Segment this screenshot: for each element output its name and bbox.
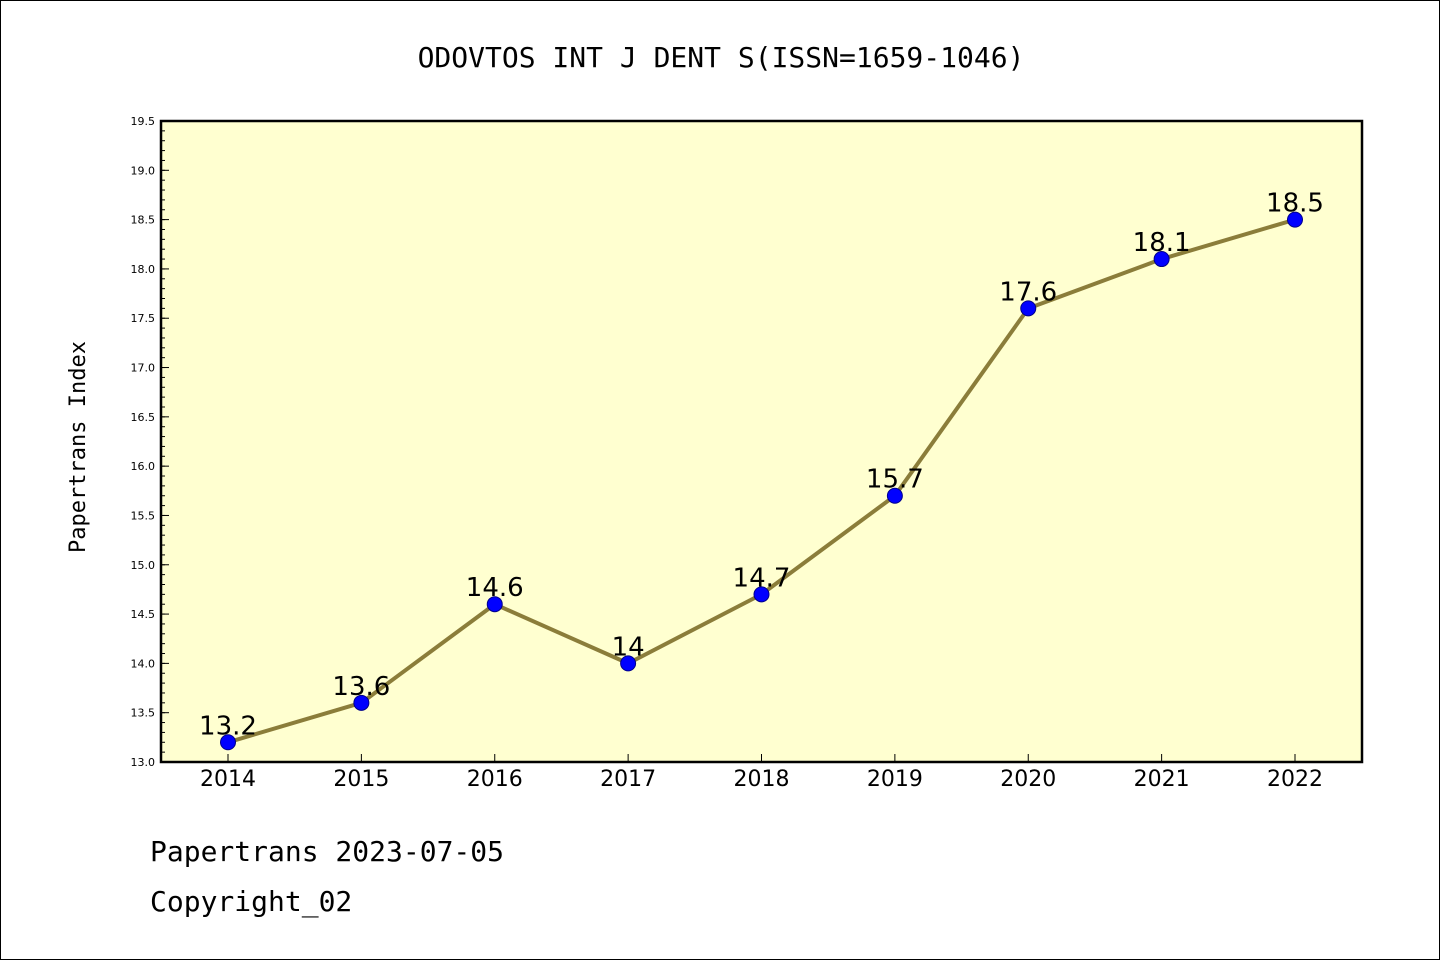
data-point xyxy=(1020,300,1037,317)
footer-copyright: Copyright_02 xyxy=(150,885,353,918)
data-point xyxy=(1287,211,1303,228)
y-tick-label: 19.0 xyxy=(131,164,156,177)
x-tick-label: 2016 xyxy=(467,767,523,792)
data-label: 15.7 xyxy=(866,465,924,495)
data-label: 14 xyxy=(612,632,645,662)
y-tick-label: 13.5 xyxy=(131,707,156,720)
data-label: 18.1 xyxy=(1133,228,1191,258)
x-tick-label: 2021 xyxy=(1134,767,1190,792)
y-tick-label: 15.5 xyxy=(131,509,156,522)
data-label: 13.2 xyxy=(199,711,257,741)
y-tick-label: 16.5 xyxy=(131,411,156,424)
y-tick-label: 16.0 xyxy=(131,460,156,473)
y-axis-label: Papertrans Index xyxy=(66,341,91,553)
y-tick-label: 18.5 xyxy=(131,214,156,227)
y-tick-label: 17.5 xyxy=(131,312,156,325)
data-point xyxy=(1153,251,1170,268)
y-tick-label: 13.0 xyxy=(131,756,156,769)
data-point xyxy=(353,694,370,711)
data-point xyxy=(620,655,637,672)
y-tick-label: 18.0 xyxy=(131,263,156,276)
x-tick-label: 2015 xyxy=(333,767,389,792)
data-label: 14.6 xyxy=(466,573,524,603)
data-label: 17.6 xyxy=(999,277,1057,307)
y-tick-label: 15.0 xyxy=(131,559,156,572)
y-tick-label: 14.5 xyxy=(131,608,156,621)
data-point xyxy=(886,487,903,504)
data-label: 13.6 xyxy=(332,672,390,702)
x-tick-label: 2022 xyxy=(1267,767,1323,792)
data-label: 18.5 xyxy=(1266,189,1324,219)
footer-date: Papertrans 2023-07-05 xyxy=(150,835,505,868)
chart-title: ODOVTOS INT J DENT S(ISSN=1659-1046) xyxy=(418,41,1025,74)
x-tick-label: 2020 xyxy=(1000,767,1056,792)
y-tick-label: 14.0 xyxy=(131,657,156,670)
x-tick-label: 2019 xyxy=(867,767,923,792)
y-tick-label: 19.5 xyxy=(131,115,156,128)
y-tick-label: 17.0 xyxy=(131,362,156,375)
x-tick-label: 2014 xyxy=(200,767,256,792)
x-tick-label: 2018 xyxy=(734,767,790,792)
plot-frame xyxy=(159,119,1364,764)
data-point xyxy=(220,734,236,751)
data-label: 14.7 xyxy=(733,563,791,593)
data-point xyxy=(753,586,770,603)
plot-area xyxy=(161,121,1362,762)
x-tick-label: 2017 xyxy=(600,767,656,792)
data-point xyxy=(486,596,503,613)
